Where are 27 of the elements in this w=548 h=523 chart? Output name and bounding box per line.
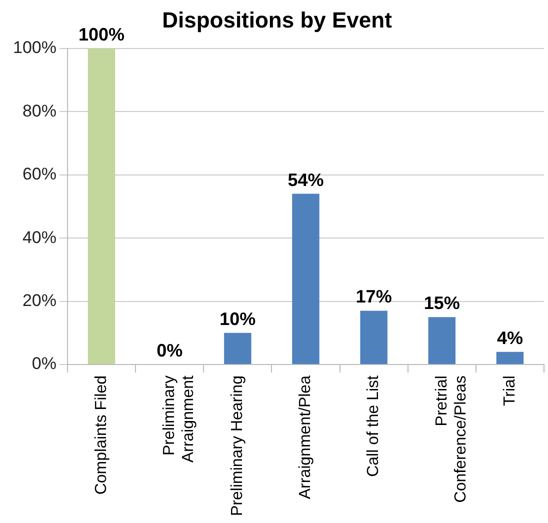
bar — [224, 332, 252, 364]
y-tick-label: 60% — [22, 164, 56, 184]
y-tick-label: 0% — [32, 354, 56, 374]
x-tick-label: Preliminary Arraignment — [160, 374, 198, 463]
bar — [360, 310, 388, 364]
data-label: 15% — [424, 293, 460, 314]
data-label: 4% — [496, 328, 523, 348]
data-label: 10% — [220, 308, 256, 329]
bar — [496, 352, 524, 364]
y-tick-label: 100% — [12, 38, 56, 58]
data-label: 0% — [156, 340, 183, 360]
x-tick-label: Preliminary Hearing — [229, 376, 246, 516]
x-tick-label: Complaints Filed — [92, 376, 110, 495]
x-tick-label: Trial — [501, 376, 518, 406]
y-tick-label: 40% — [22, 228, 56, 247]
bar — [292, 194, 320, 364]
bar — [88, 48, 116, 364]
bar — [428, 317, 456, 364]
chart-title: Dispositions by Event — [162, 7, 393, 32]
x-tick-label: Arraignment/Plea — [297, 375, 314, 500]
x-tick-label: Pretrial Conference/Pleas — [433, 376, 470, 503]
x-tick-label: Call of the List — [365, 374, 382, 477]
data-label: 100% — [78, 24, 125, 44]
y-tick-label: 80% — [22, 101, 56, 120]
data-label: 54% — [288, 170, 324, 190]
data-label: 17% — [356, 286, 392, 307]
y-tick-label: 20% — [22, 290, 56, 310]
